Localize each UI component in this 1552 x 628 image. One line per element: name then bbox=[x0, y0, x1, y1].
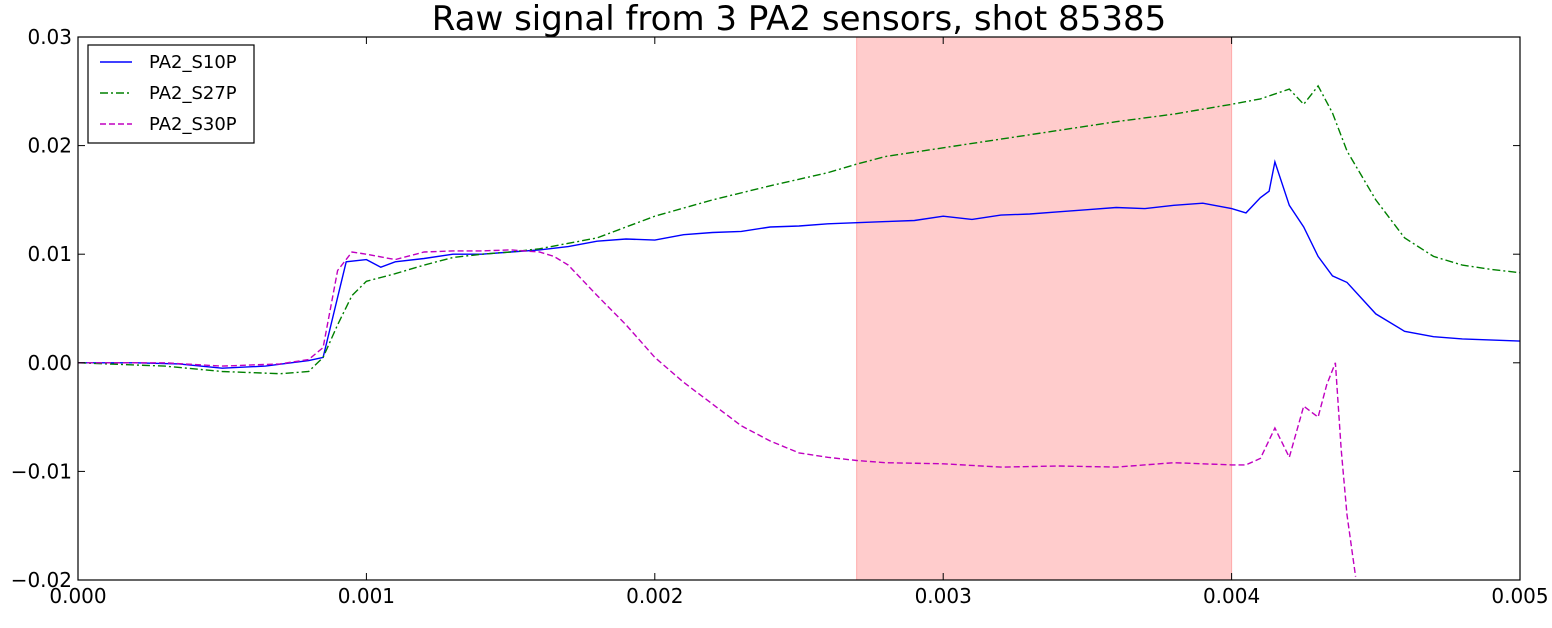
plot-frame bbox=[77, 36, 1521, 581]
chart-title: Raw signal from 3 PA2 sensors, shot 8538… bbox=[432, 0, 1166, 39]
series-line-pa2-s30p bbox=[78, 249, 1357, 577]
ticks-group: 0.000 0.001 0.002 0.003 0.004 0.005 0.03 0.02 0.… bbox=[11, 25, 1549, 608]
series-line-pa2-s10p bbox=[78, 159, 1520, 369]
x-tick-label: 0.003 bbox=[915, 584, 972, 608]
legend-label: PA2_S27P bbox=[149, 83, 237, 104]
y-tick-label: 0.02 bbox=[27, 134, 72, 158]
shaded-region bbox=[856, 36, 1233, 581]
y-tick-label: 0.00 bbox=[27, 351, 72, 375]
series-line-pa2-s27p bbox=[78, 84, 1520, 375]
x-tick-label: 0.002 bbox=[626, 584, 683, 608]
y-tick-label: −0.01 bbox=[11, 459, 72, 483]
x-tick-label: 0.004 bbox=[1203, 584, 1260, 608]
series-group bbox=[78, 84, 1520, 577]
x-tick-label: 0.005 bbox=[1491, 584, 1548, 608]
x-tick-label: 0.001 bbox=[338, 584, 395, 608]
y-tick-label: −0.02 bbox=[11, 568, 72, 592]
y-tick-label: 0.03 bbox=[27, 25, 72, 49]
plot-background bbox=[78, 37, 1520, 580]
y-tick-label: 0.01 bbox=[27, 242, 72, 266]
x-tick-label: 0.000 bbox=[49, 584, 106, 608]
legend-label: PA2_S30P bbox=[149, 114, 237, 135]
legend: PA2_S10P PA2_S27P PA2_S30P bbox=[87, 44, 255, 144]
legend-label: PA2_S10P bbox=[149, 52, 237, 73]
